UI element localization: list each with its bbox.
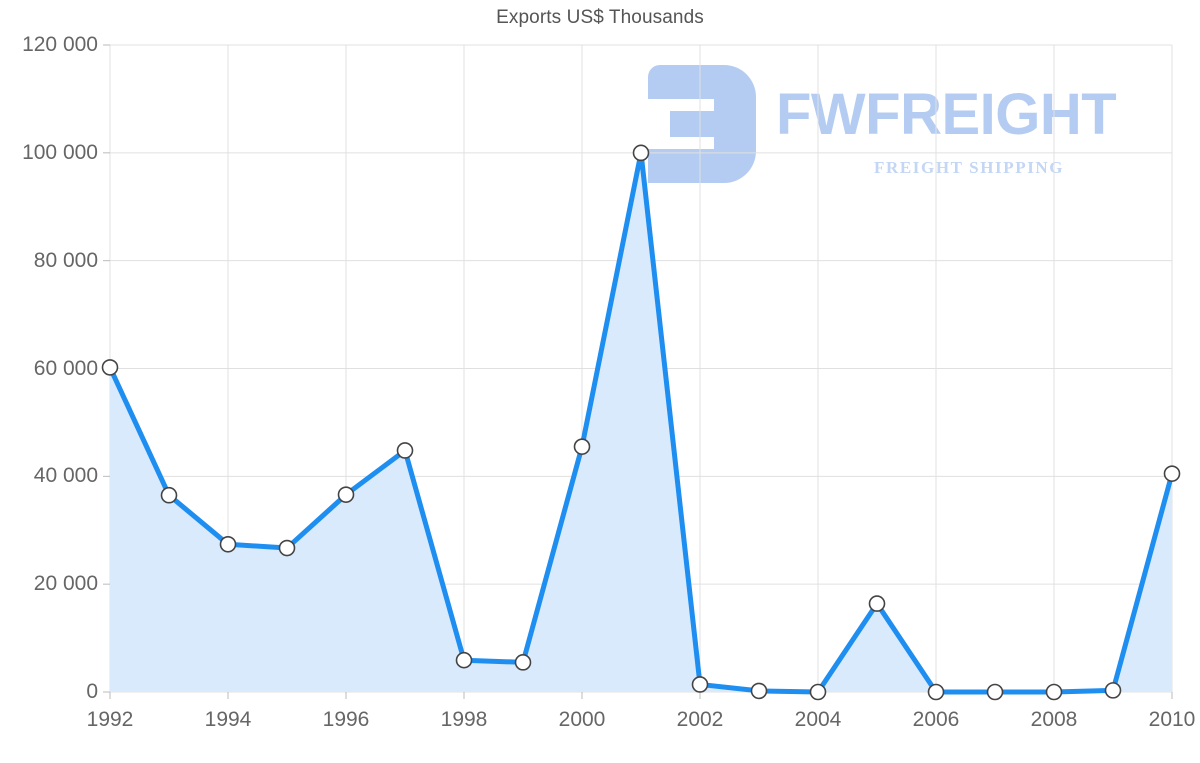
- y-tick-label: 60 000: [33, 356, 98, 380]
- x-tick-label: 1996: [322, 708, 370, 731]
- data-point-marker[interactable]: 2004: 0: [809, 683, 827, 701]
- x-tick-label: 2004: [794, 708, 842, 731]
- data-point-marker[interactable]: 2010: 40500: [1163, 465, 1181, 482]
- data-point-marker[interactable]: 2009: 300: [1104, 682, 1122, 699]
- y-tick-label: 80 000: [33, 248, 98, 272]
- y-tick-label: 120 000: [22, 33, 98, 56]
- y-tick-label: 0: [86, 680, 98, 703]
- y-tick-label: 20 000: [33, 572, 98, 596]
- x-tick-label: 1998: [440, 708, 488, 731]
- data-point-marker[interactable]: 2007: 0: [986, 683, 1004, 701]
- data-point-marker[interactable]: 1997: 44800: [396, 442, 414, 459]
- data-point-marker[interactable]: 1992: 60200: [101, 359, 119, 376]
- x-tick-label: 1994: [204, 708, 252, 731]
- chart-title: Exports US$ Thousands: [496, 7, 704, 28]
- data-point-marker[interactable]: 2003: 200: [750, 682, 768, 700]
- area-fill-path: [110, 152, 1172, 693]
- x-tick-label: 2000: [558, 708, 606, 731]
- data-point-marker[interactable]: 2000: 45500: [573, 438, 591, 455]
- data-point-marker[interactable]: 1999: 5500: [514, 654, 532, 671]
- x-tick-label: 2008: [1030, 708, 1078, 731]
- data-markers: 1992: 60200 1993: 36500 1994: 27400 1995: 2…: [101, 144, 1181, 701]
- x-tick-label: 2002: [676, 708, 724, 731]
- data-point-marker[interactable]: 1996: 36600: [337, 486, 355, 503]
- x-tick-label: 2006: [912, 708, 960, 731]
- x-tick-label: 2010: [1148, 708, 1196, 731]
- x-tick-label: 1992: [86, 708, 134, 731]
- data-point-marker[interactable]: 1998: 5900: [455, 651, 473, 669]
- data-point-marker[interactable]: 2005: 16400: [868, 595, 886, 612]
- data-point-marker[interactable]: 1994: 27400: [219, 535, 237, 553]
- y-tick-label: 100 000: [22, 140, 98, 164]
- data-point-marker[interactable]: 2008: 0: [1045, 683, 1063, 701]
- data-point-marker[interactable]: 1993: 36500: [160, 486, 178, 504]
- data-point-marker[interactable]: 2002: 1400: [691, 676, 709, 693]
- data-point-marker[interactable]: 1995: 26700: [278, 539, 296, 557]
- y-tick-label: 40 000: [33, 464, 98, 488]
- data-point-marker[interactable]: 2006: 0: [927, 683, 945, 701]
- area-fill: [110, 152, 1172, 693]
